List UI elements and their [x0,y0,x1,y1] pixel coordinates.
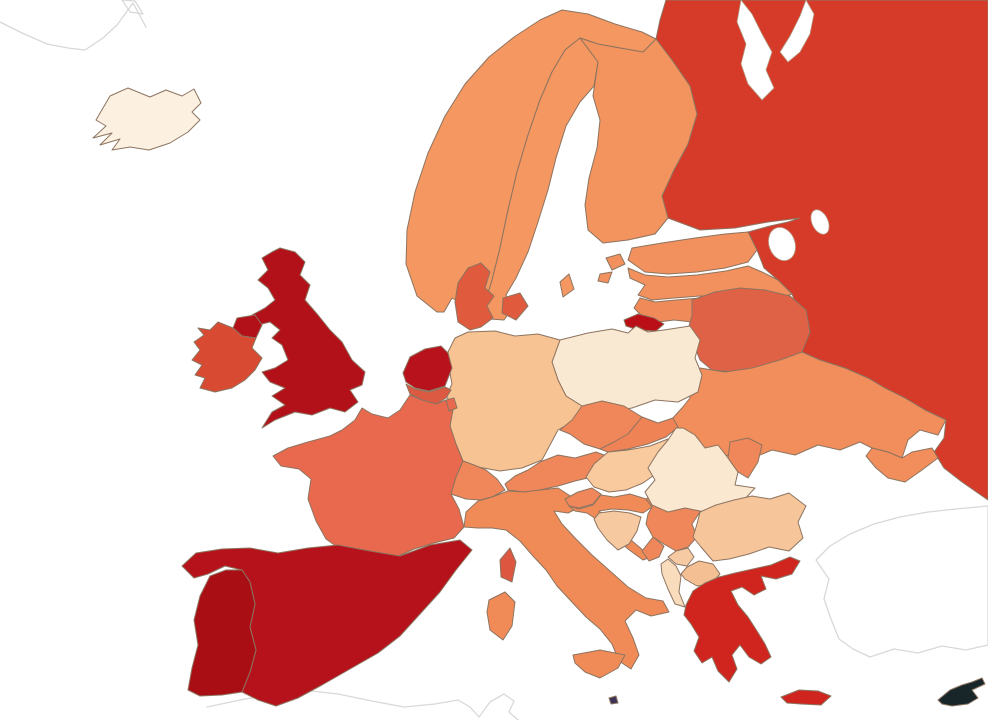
estonia-saaremaa-island[interactable] [605,253,626,271]
country-montenegro[interactable] [641,536,665,562]
country-albania[interactable] [660,558,686,608]
country-estonia[interactable] [627,231,758,275]
country-poland[interactable] [551,325,703,413]
country-bosnia-and-herzegovina[interactable] [593,510,642,551]
corsica-island[interactable] [499,547,517,583]
gotland-island[interactable] [559,273,575,298]
country-malta[interactable] [608,695,619,705]
sicily-island[interactable] [572,649,626,679]
country-iceland[interactable] [92,87,202,151]
white-sea-east-bay [779,0,815,63]
country-finland[interactable] [579,37,698,244]
country-greece[interactable] [683,556,801,683]
crete-island[interactable] [780,689,832,706]
sardinia-island[interactable] [486,591,516,641]
turkey-no-data [815,505,988,658]
country-sweden[interactable] [475,37,599,321]
country-denmark[interactable] [454,262,495,331]
country-cyprus[interactable] [937,677,986,707]
greenland-island-outline [121,0,144,15]
country-kosovo[interactable] [667,547,695,567]
country-bulgaria[interactable] [692,492,807,562]
country-portugal[interactable] [187,569,257,697]
lake-ladoga [768,227,796,261]
country-moldova[interactable] [727,437,763,479]
greenland-coastline [0,2,147,51]
country-slovakia[interactable] [599,416,679,453]
country-austria[interactable] [504,451,613,493]
country-kaliningrad[interactable] [623,313,665,332]
country-netherlands[interactable] [402,345,453,392]
country-united-kingdom[interactable] [251,247,366,429]
lake-onega [810,209,830,235]
country-france[interactable] [272,394,465,558]
country-italy[interactable] [463,487,670,670]
country-hungary[interactable] [585,438,679,493]
estonia-hiiumaa-island[interactable] [597,271,613,284]
white-sea-west-arm [736,0,775,101]
denmark-zealand-island[interactable] [501,292,529,321]
country-ireland[interactable] [191,321,263,393]
crimea-peninsula[interactable] [865,447,939,483]
